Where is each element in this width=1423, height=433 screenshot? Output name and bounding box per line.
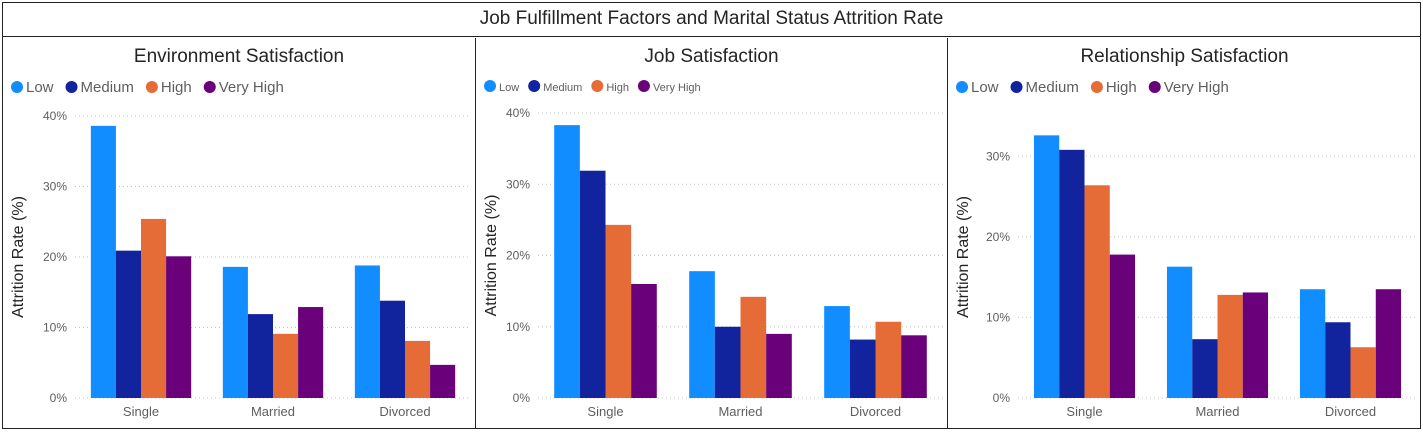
chart-panel-environment-satisfaction[interactable]: Environment Satisfaction Low Medium High Ver…	[3, 38, 475, 428]
legend-marker-medium	[528, 80, 541, 92]
legend-label-medium[interactable]: Medium	[1026, 79, 1079, 96]
bar-very-high-married[interactable]	[298, 307, 324, 398]
x-tick-label: Married	[251, 404, 295, 419]
bar-medium-single[interactable]	[115, 250, 141, 398]
bar-very-high-married[interactable]	[1242, 292, 1269, 398]
y-tick-label: 0%	[50, 391, 68, 405]
bar-low-married[interactable]	[222, 266, 248, 398]
bar-high-married[interactable]	[740, 296, 767, 398]
bar-very-high-divorced[interactable]	[901, 335, 927, 398]
bar-medium-married[interactable]	[1192, 339, 1218, 398]
chart-title: Environment Satisfaction	[134, 46, 344, 67]
x-tick-label: Divorced	[379, 404, 430, 419]
y-axis-label: Attrition Rate (%)	[10, 196, 27, 318]
bar-very-high-divorced[interactable]	[430, 364, 456, 398]
x-tick-label: Divorced	[1325, 404, 1376, 419]
legend-label-high[interactable]: High	[1106, 79, 1137, 96]
y-tick-label: 20%	[986, 230, 1010, 244]
y-axis-label: Attrition Rate (%)	[483, 195, 500, 317]
chart-panel-relationship-satisfaction[interactable]: Relationship Satisfaction Low Medium High Ve…	[947, 38, 1421, 428]
bar-medium-single[interactable]	[1059, 149, 1085, 398]
y-tick-label: 0%	[513, 391, 531, 405]
y-tick-label: 40%	[43, 109, 67, 123]
y-tick-label: 10%	[43, 321, 67, 335]
legend-label-low[interactable]: Low	[499, 82, 519, 94]
bar-low-divorced[interactable]	[354, 265, 380, 398]
bar-low-divorced[interactable]	[824, 306, 850, 398]
legend-marker-very-high	[637, 80, 650, 92]
bar-medium-divorced[interactable]	[849, 339, 876, 398]
bar-medium-married[interactable]	[714, 326, 741, 398]
bar-high-married[interactable]	[273, 333, 299, 398]
y-tick-label: 10%	[506, 320, 530, 334]
bar-medium-divorced[interactable]	[1325, 322, 1351, 398]
bar-high-married[interactable]	[1217, 294, 1243, 398]
chart-title: Job Satisfaction	[644, 46, 778, 67]
legend-label-high[interactable]: High	[161, 79, 192, 96]
y-tick-label: 40%	[506, 106, 530, 120]
legend-marker-high	[591, 80, 604, 92]
bar-low-single[interactable]	[90, 125, 116, 399]
legend-marker-medium	[1010, 81, 1023, 93]
bar-very-high-divorced[interactable]	[1375, 289, 1402, 398]
page-title: Job Fulfillment Factors and Marital Stat…	[3, 3, 1420, 37]
bar-medium-single[interactable]	[579, 170, 606, 398]
chart-panel-job-satisfaction[interactable]: Job Satisfaction Low Medium High Very High 0%…	[475, 38, 947, 428]
x-tick-label: Married	[718, 404, 762, 419]
legend-marker-low	[484, 80, 496, 92]
x-tick-label: Divorced	[850, 404, 901, 419]
legend-label-low[interactable]: Low	[971, 79, 999, 96]
legend-marker-very-high	[1148, 81, 1161, 93]
bar-medium-married[interactable]	[247, 314, 273, 398]
legend-marker-medium	[65, 81, 78, 93]
chart-title: Relationship Satisfaction	[1080, 46, 1288, 67]
chart-svg: Environment Satisfaction Low Medium High Ver…	[10, 46, 471, 419]
legend-label-medium[interactable]: Medium	[543, 82, 582, 94]
bar-high-single[interactable]	[141, 218, 167, 398]
legend-marker-high	[145, 81, 158, 93]
legend-marker-low	[956, 81, 968, 93]
x-tick-label: Single	[123, 404, 159, 419]
bar-high-divorced[interactable]	[405, 340, 431, 398]
y-tick-label: 20%	[506, 249, 530, 263]
bar-high-single[interactable]	[605, 224, 632, 398]
legend-label-high[interactable]: High	[606, 82, 629, 94]
x-tick-label: Single	[587, 404, 623, 419]
legend-label-very-high[interactable]: Very High	[219, 79, 284, 96]
legend-marker-low	[11, 81, 23, 93]
bar-high-divorced[interactable]	[1350, 347, 1376, 398]
legend-label-very-high[interactable]: Very High	[653, 82, 701, 94]
bar-very-high-single[interactable]	[166, 256, 192, 398]
x-tick-label: Married	[1195, 404, 1239, 419]
bar-low-single[interactable]	[554, 125, 580, 399]
y-tick-label: 0%	[993, 391, 1011, 405]
chart-svg: Job Satisfaction Low Medium High Very High 0%…	[483, 46, 943, 419]
y-axis-label: Attrition Rate (%)	[955, 196, 972, 318]
bar-very-high-married[interactable]	[766, 333, 792, 398]
legend-label-very-high[interactable]: Very High	[1164, 79, 1229, 96]
bar-high-divorced[interactable]	[875, 321, 902, 398]
y-tick-label: 20%	[43, 250, 67, 264]
legend-marker-very-high	[203, 81, 216, 93]
bar-very-high-single[interactable]	[631, 284, 657, 398]
y-tick-label: 30%	[506, 177, 530, 191]
y-tick-label: 30%	[43, 180, 67, 194]
legend-label-medium[interactable]: Medium	[81, 79, 134, 96]
y-tick-label: 30%	[986, 149, 1010, 163]
legend-label-low[interactable]: Low	[26, 79, 54, 96]
bar-low-divorced[interactable]	[1299, 289, 1326, 398]
x-tick-label: Single	[1066, 404, 1102, 419]
bar-low-single[interactable]	[1033, 135, 1060, 398]
bar-high-single[interactable]	[1084, 185, 1110, 398]
bar-medium-divorced[interactable]	[379, 300, 405, 398]
bar-low-married[interactable]	[689, 271, 715, 398]
bar-very-high-single[interactable]	[1109, 254, 1136, 398]
y-tick-label: 10%	[986, 310, 1010, 324]
bar-low-married[interactable]	[1166, 266, 1193, 398]
legend-marker-high	[1090, 81, 1103, 93]
chart-svg: Relationship Satisfaction Low Medium High Ve…	[955, 46, 1417, 419]
